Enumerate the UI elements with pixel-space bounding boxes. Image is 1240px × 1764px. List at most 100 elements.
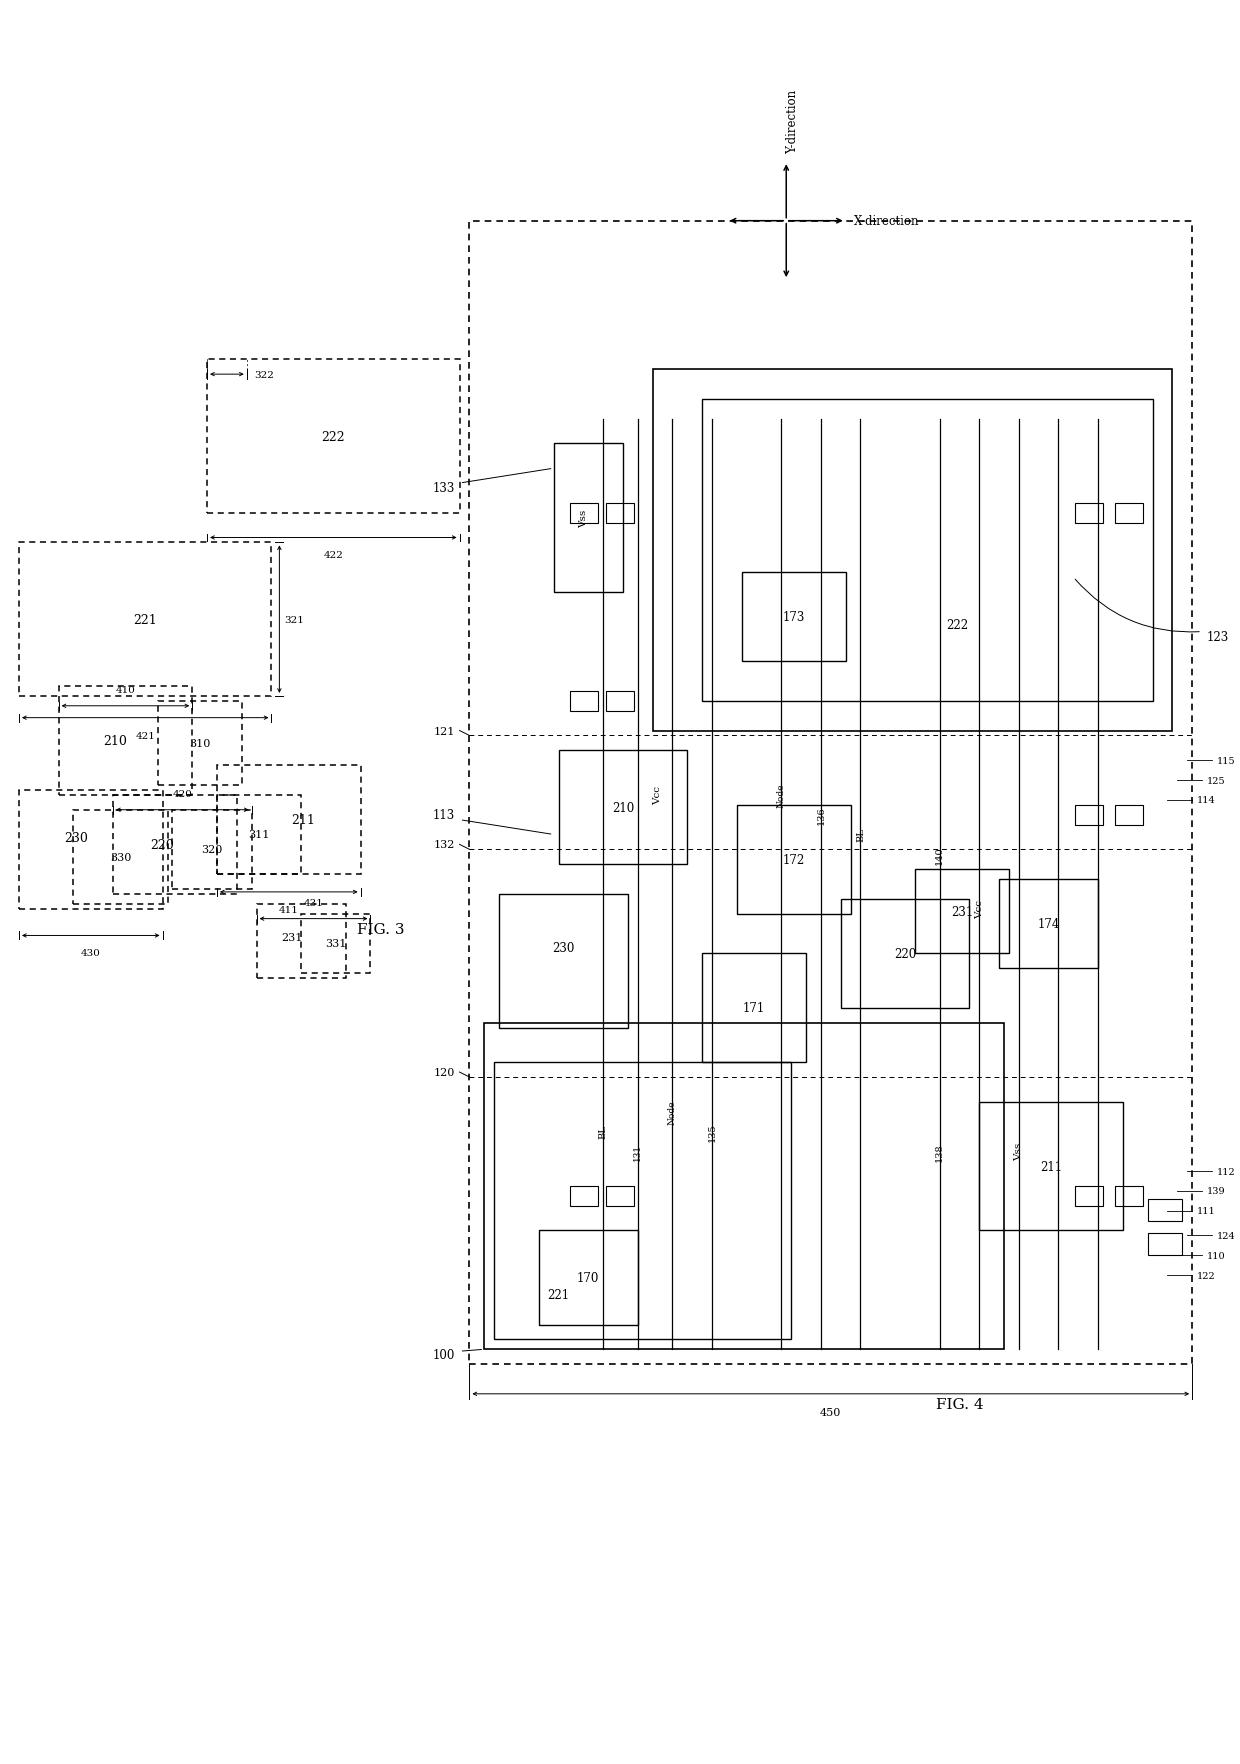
Text: Vss: Vss — [1014, 1143, 1023, 1161]
Text: 421: 421 — [135, 730, 155, 741]
Bar — [702, 954, 806, 1062]
Text: 222: 222 — [321, 430, 345, 443]
Text: 140: 140 — [935, 845, 944, 864]
Bar — [558, 751, 687, 864]
Text: 220: 220 — [151, 838, 175, 852]
Bar — [1115, 1185, 1142, 1207]
Text: 222: 222 — [946, 617, 968, 632]
Bar — [58, 686, 192, 796]
Text: Node: Node — [668, 1099, 677, 1124]
Text: 231: 231 — [281, 933, 303, 942]
Text: 112: 112 — [1216, 1168, 1235, 1177]
Bar — [217, 766, 361, 875]
Text: 330: 330 — [110, 852, 131, 863]
Bar — [1147, 1200, 1182, 1221]
Bar — [495, 1062, 791, 1339]
Bar — [1075, 503, 1104, 524]
Text: Vcc: Vcc — [975, 900, 983, 919]
Text: BL: BL — [856, 827, 866, 841]
Text: 410: 410 — [115, 686, 135, 695]
Bar — [999, 880, 1099, 968]
Text: 174: 174 — [1038, 917, 1060, 931]
Bar — [841, 900, 970, 1009]
Text: 122: 122 — [1197, 1270, 1216, 1281]
Bar — [500, 894, 627, 1028]
Text: FIG. 3: FIG. 3 — [357, 923, 404, 937]
Bar — [19, 790, 162, 908]
Text: 171: 171 — [743, 1002, 765, 1014]
Text: 136: 136 — [816, 806, 826, 824]
Text: 135: 135 — [708, 1122, 717, 1141]
Text: 220: 220 — [894, 947, 916, 960]
Text: BL: BL — [599, 1125, 608, 1140]
Bar — [980, 1102, 1123, 1231]
Text: 320: 320 — [201, 845, 223, 856]
Text: 210: 210 — [611, 801, 634, 815]
Text: 210: 210 — [103, 734, 126, 748]
Text: Vss: Vss — [579, 510, 588, 527]
Text: 310: 310 — [188, 739, 211, 748]
Text: FIG. 4: FIG. 4 — [936, 1397, 983, 1411]
Text: Vcc: Vcc — [653, 787, 662, 804]
Text: 321: 321 — [284, 616, 304, 624]
Text: 124: 124 — [1216, 1231, 1235, 1240]
Bar — [470, 222, 1192, 1364]
Bar — [702, 400, 1152, 702]
Bar — [157, 702, 242, 785]
Bar — [485, 1023, 1004, 1349]
Bar — [113, 796, 237, 894]
Text: 131: 131 — [634, 1143, 642, 1161]
Text: 111: 111 — [1197, 1207, 1216, 1215]
Text: 123: 123 — [1207, 630, 1229, 644]
Bar — [606, 691, 634, 711]
Text: Node: Node — [776, 783, 786, 808]
Bar — [606, 1185, 634, 1207]
Text: X-direction: X-direction — [853, 215, 919, 228]
Text: 138: 138 — [935, 1143, 944, 1161]
Text: 121: 121 — [433, 727, 455, 736]
Text: 113: 113 — [433, 808, 455, 822]
Bar — [257, 905, 346, 979]
Bar — [172, 810, 252, 889]
Text: 139: 139 — [1207, 1187, 1225, 1196]
Text: 230: 230 — [64, 831, 88, 845]
Text: 211: 211 — [291, 813, 315, 827]
Text: 450: 450 — [820, 1408, 842, 1416]
Text: 115: 115 — [1216, 757, 1235, 766]
Bar — [553, 445, 622, 593]
Bar — [538, 1231, 637, 1325]
Text: 231: 231 — [951, 905, 973, 919]
Text: 120: 120 — [433, 1067, 455, 1078]
Text: 110: 110 — [1207, 1251, 1225, 1259]
Text: 173: 173 — [782, 610, 805, 624]
Text: 331: 331 — [325, 938, 346, 949]
Text: 420: 420 — [172, 790, 192, 799]
Text: 211: 211 — [1040, 1161, 1063, 1173]
Bar — [19, 543, 272, 697]
Bar — [915, 870, 1009, 954]
Bar — [207, 360, 460, 513]
Text: 430: 430 — [81, 949, 100, 958]
Bar — [570, 503, 598, 524]
Bar — [1075, 806, 1104, 826]
Text: 411: 411 — [279, 905, 299, 914]
Text: 133: 133 — [433, 482, 455, 496]
Bar — [1115, 806, 1142, 826]
Bar — [301, 914, 371, 974]
Text: 322: 322 — [254, 370, 274, 379]
Text: 125: 125 — [1207, 776, 1225, 785]
Bar — [73, 810, 167, 905]
Text: 221: 221 — [134, 614, 157, 626]
Bar — [217, 796, 301, 875]
Text: 221: 221 — [548, 1288, 569, 1302]
Bar — [737, 806, 851, 914]
Text: 114: 114 — [1197, 796, 1216, 804]
Bar — [742, 573, 846, 662]
Text: 230: 230 — [552, 942, 574, 954]
Bar — [1115, 503, 1142, 524]
Text: 431: 431 — [304, 898, 324, 907]
Bar — [570, 1185, 598, 1207]
Text: 132: 132 — [433, 840, 455, 850]
Text: 422: 422 — [324, 550, 343, 559]
Text: 311: 311 — [248, 831, 270, 840]
